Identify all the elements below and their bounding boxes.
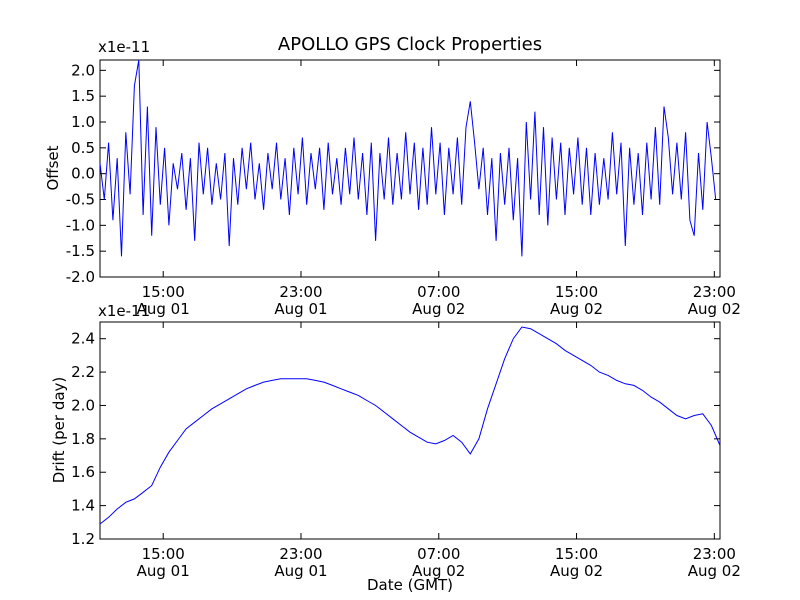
drift-y-ticks: 1.2 1.4 1.6 1.8 2.0 2.2 2.4 [71,330,720,548]
offset-x-tick-date: Aug 01 [137,300,190,318]
offset-plot-frame [99,59,721,278]
drift-y-tick-label: 1.2 [71,530,95,548]
drift-x-tick-date: Aug 02 [412,562,465,580]
offset-y-tick-label: -0.5 [66,191,95,209]
drift-series-line [99,326,721,525]
drift-plot-frame [99,321,721,540]
offset-y-axis-label: Offset [44,145,62,190]
offset-x-tick-date: Aug 02 [412,300,465,318]
offset-y-tick-label: 1.0 [71,113,95,131]
drift-y-tick-label: 1.6 [71,463,95,481]
offset-y-tick-label: 1.5 [71,87,95,105]
drift-x-tick-date: Aug 02 [550,562,603,580]
offset-x-tick-time: 15:00 [555,283,598,301]
drift-x-tick-date: Aug 01 [274,562,327,580]
drift-x-tick-time: 23:00 [693,545,736,563]
chart-title: APOLLO GPS Clock Properties [278,34,542,55]
drift-x-tick-date: Aug 01 [137,562,190,580]
offset-y-tick-label: 0.5 [71,139,95,157]
offset-y-tick-label: -2.0 [66,268,95,286]
offset-y-ticks: -2.0 -1.5 -1.0 -0.5 0.0 0.5 1.0 1.5 2.0 [66,61,720,286]
offset-series-line [99,59,717,257]
drift-y-tick-label: 2.0 [71,396,95,414]
drift-x-tick-time: 23:00 [279,545,322,563]
drift-x-tick-time: 15:00 [555,545,598,563]
drift-y-tick-label: 1.8 [71,430,95,448]
offset-x-tick-date: Aug 02 [550,300,603,318]
drift-y-tick-label: 1.4 [71,497,95,515]
drift-y-axis-label: Drift (per day) [50,377,68,484]
drift-x-tick-time: 07:00 [417,545,460,563]
offset-multiplier: x1e-11 [98,38,150,56]
drift-y-tick-label: 2.4 [71,330,95,348]
offset-x-tick-date: Aug 01 [274,300,327,318]
offset-y-tick-label: -1.5 [66,242,95,260]
drift-x-tick-date: Aug 02 [688,562,741,580]
offset-x-tick-date: Aug 02 [688,300,741,318]
drift-x-tick-time: 15:00 [142,545,185,563]
offset-x-tick-time: 23:00 [693,283,736,301]
offset-y-tick-label: 0.0 [71,165,95,183]
drift-multiplier: x1e-11 [98,302,150,320]
drift-x-axis-label: Date (GMT) [367,576,453,594]
offset-x-tick-time: 07:00 [417,283,460,301]
offset-x-tick-time: 15:00 [142,283,185,301]
offset-y-tick-label: 2.0 [71,61,95,79]
drift-y-tick-label: 2.2 [71,363,95,381]
offset-x-tick-time: 23:00 [279,283,322,301]
offset-y-tick-label: -1.0 [66,216,95,234]
